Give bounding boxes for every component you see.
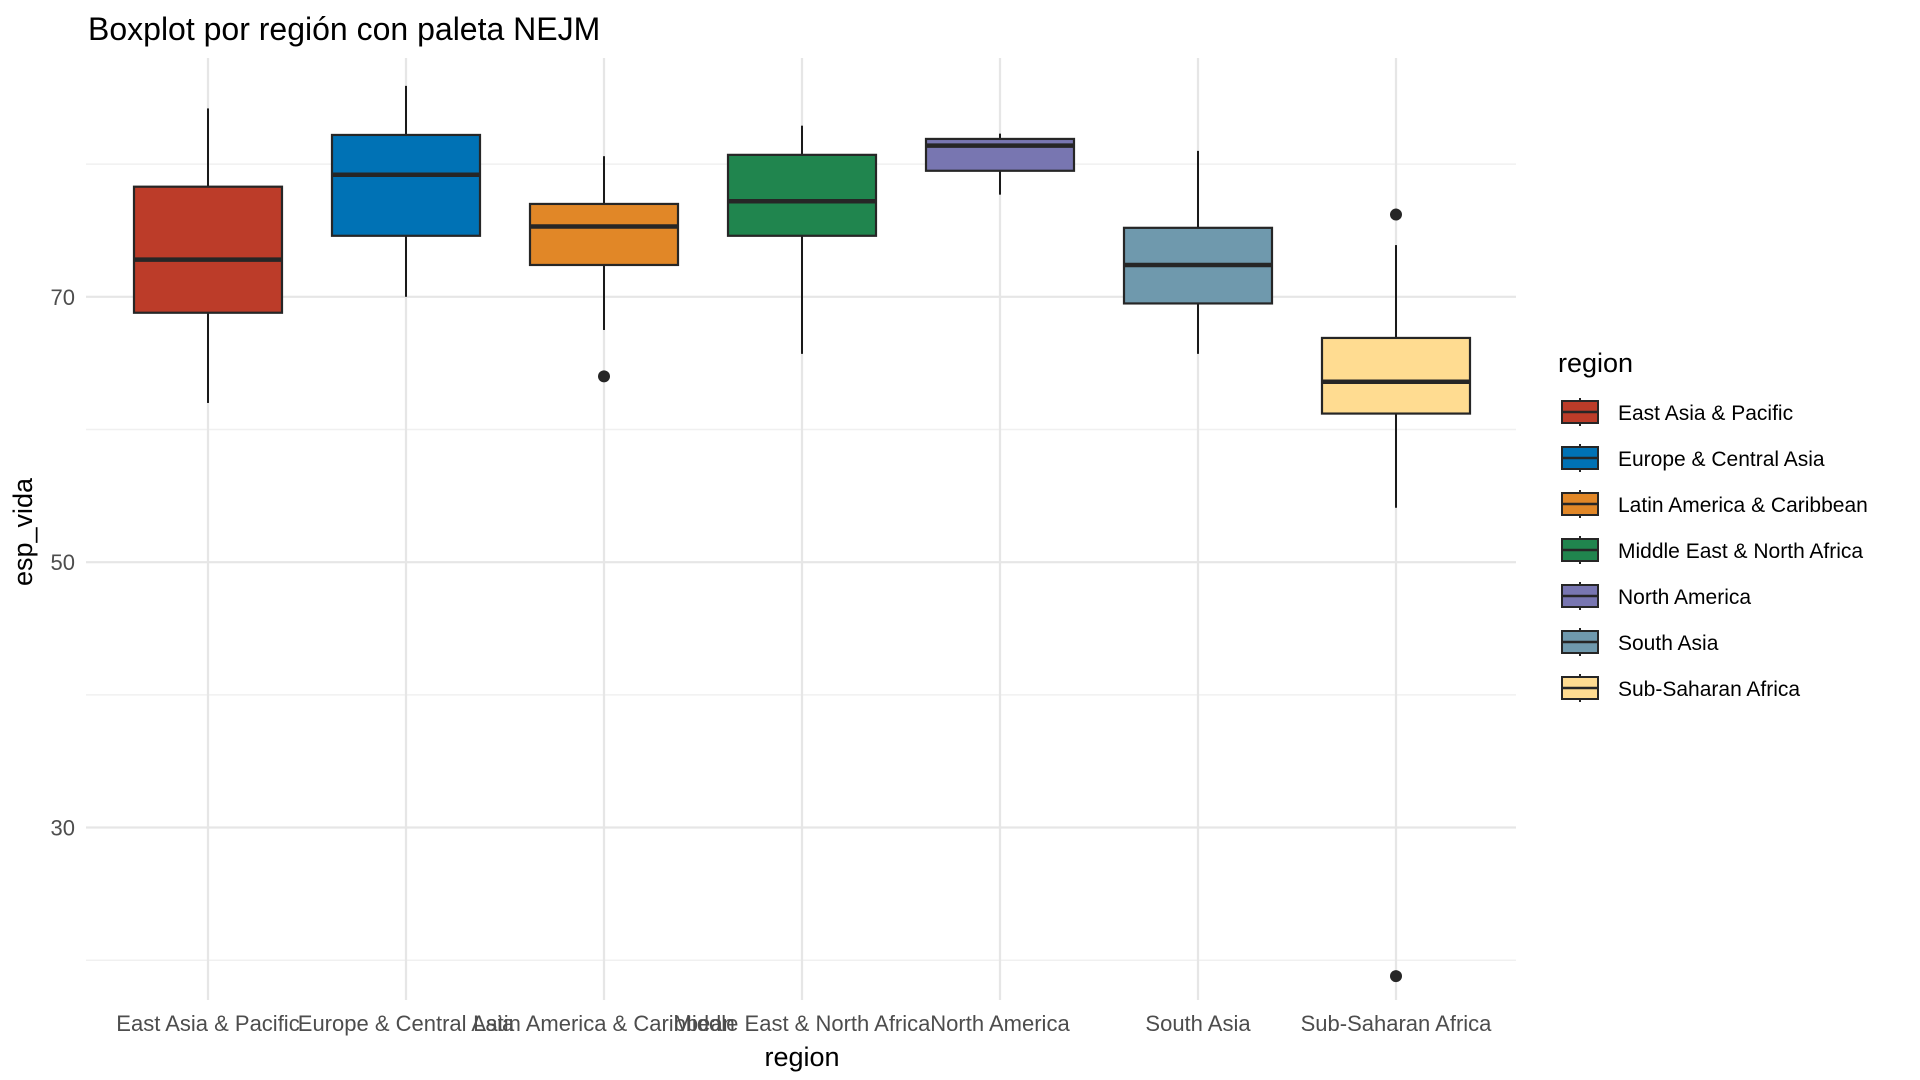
x-tick-label: Europe & Central Asia — [298, 1011, 515, 1036]
legend-item: Latin America & Caribbean — [1561, 490, 1868, 518]
x-axis-title: region — [764, 1042, 839, 1072]
x-tick-label: Sub-Saharan Africa — [1301, 1011, 1493, 1036]
box — [528, 202, 680, 267]
legend-item: South Asia — [1561, 628, 1719, 656]
legend-label: East Asia & Pacific — [1618, 402, 1793, 425]
box — [726, 153, 878, 237]
outlier-point — [598, 370, 610, 383]
x-tick-label: Latin America & Caribbean — [473, 1011, 735, 1036]
y-tick-label: 70 — [51, 285, 75, 310]
legend-item: East Asia & Pacific — [1561, 398, 1793, 426]
box-group — [528, 156, 680, 383]
legend-item: Sub-Saharan Africa — [1561, 674, 1800, 702]
box-group — [132, 108, 284, 403]
box — [132, 185, 284, 314]
x-tick-label: North America — [930, 1011, 1070, 1036]
x-tick-label: South Asia — [1145, 1011, 1251, 1036]
box-layer — [132, 85, 1472, 983]
legend-title: region — [1558, 348, 1633, 378]
legend: region East Asia & Pacific Europe & Centr… — [1558, 348, 1868, 702]
outlier-point — [1390, 208, 1402, 221]
y-tick-label: 50 — [51, 550, 75, 575]
legend-label: Sub-Saharan Africa — [1618, 678, 1800, 701]
outlier-point — [1390, 970, 1402, 983]
box — [1320, 336, 1472, 415]
legend-item: Europe & Central Asia — [1561, 444, 1825, 472]
box-group — [330, 85, 482, 297]
box-group — [1320, 208, 1472, 983]
legend-label: Middle East & North Africa — [1618, 540, 1863, 563]
legend-label: Europe & Central Asia — [1618, 448, 1825, 471]
x-tick-label: Middle East & North Africa — [674, 1011, 932, 1036]
x-tick-label: East Asia & Pacific — [116, 1011, 299, 1036]
box — [330, 133, 482, 237]
y-tick-label: 30 — [51, 816, 75, 841]
legend-item: Middle East & North Africa — [1561, 536, 1863, 564]
legend-label: Latin America & Caribbean — [1618, 494, 1868, 517]
box-group — [924, 133, 1076, 195]
y-axis-title: esp_vida — [8, 477, 38, 586]
box-group — [726, 125, 878, 354]
legend-item: North America — [1561, 582, 1751, 610]
legend-label: South Asia — [1618, 632, 1719, 655]
legend-label: North America — [1618, 586, 1751, 609]
chart-title: Boxplot por región con paleta NEJM — [88, 11, 600, 47]
box-group — [1122, 150, 1274, 354]
